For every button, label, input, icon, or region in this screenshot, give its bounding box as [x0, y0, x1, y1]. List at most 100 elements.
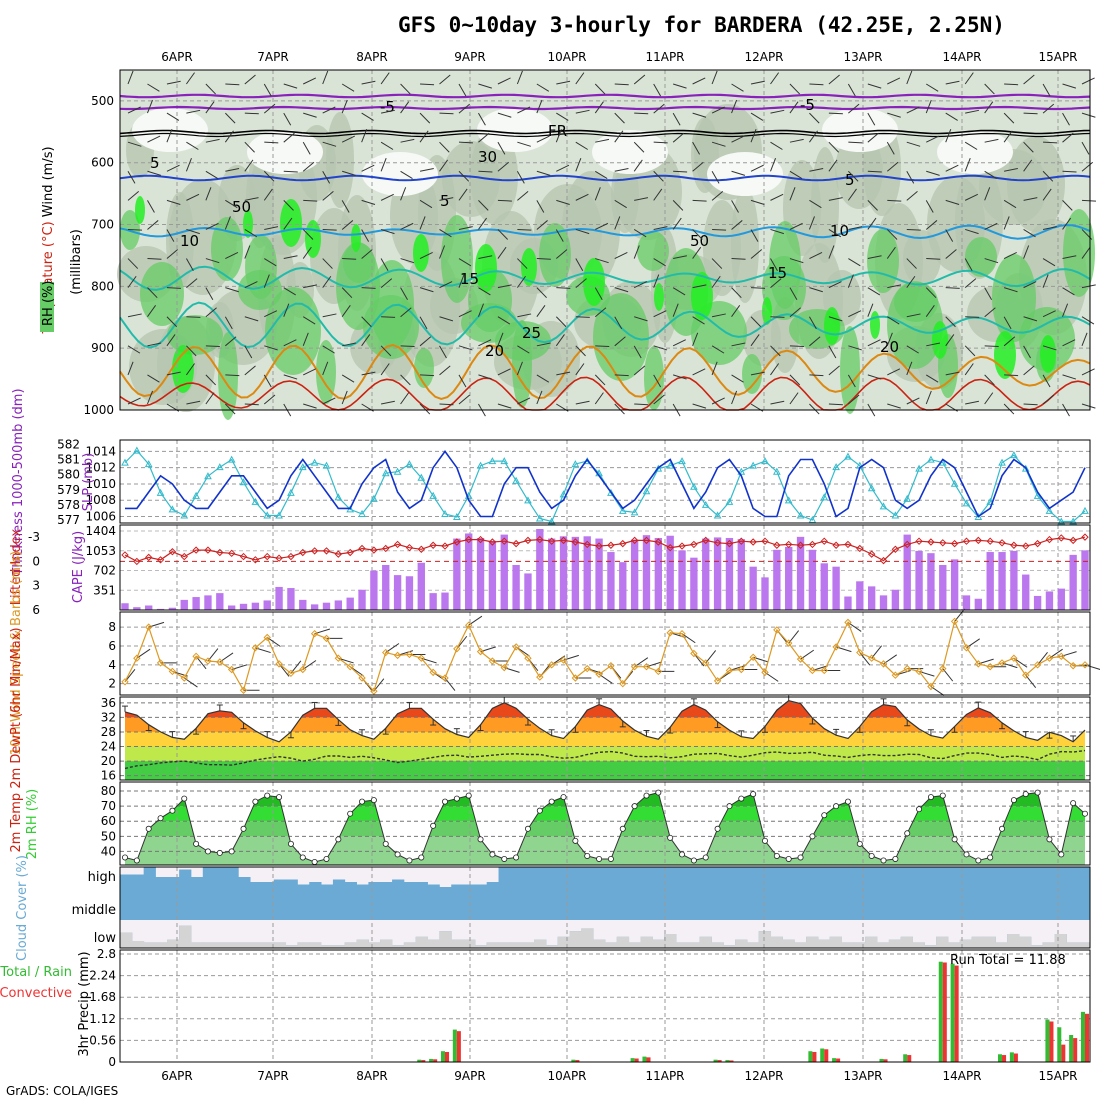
- cloud-high-bar: [723, 867, 736, 892]
- wind-barb: [942, 668, 954, 682]
- top-date-label: 10APR: [547, 50, 586, 64]
- cloud-high-bar: [463, 884, 476, 892]
- wind-barb: [361, 80, 376, 85]
- cloud-middle-bar: [877, 892, 890, 920]
- wind-speed-marker: [998, 659, 1006, 667]
- wind-speed-marker: [1081, 661, 1089, 669]
- cape-bar: [702, 538, 710, 610]
- wind-barb: [478, 339, 492, 347]
- wind-barb: [965, 400, 980, 405]
- precip-tick-label: 0.56: [89, 1033, 116, 1047]
- li-marker: [879, 556, 888, 565]
- cloud-low-grey-bar: [723, 945, 736, 948]
- precip-total-bar: [1069, 1035, 1074, 1062]
- wind-barb: [595, 138, 610, 143]
- precip-convective-bar: [1061, 1044, 1066, 1062]
- li-marker: [322, 547, 331, 555]
- thickness-marker: [618, 506, 627, 514]
- contour-label: 50: [690, 232, 709, 250]
- wind-barb: [575, 345, 586, 357]
- wind-barb: [458, 83, 467, 97]
- bottom-date-label: 10APR: [547, 1069, 586, 1083]
- cloud-middle-bar: [628, 892, 641, 920]
- cape-bar: [299, 599, 307, 610]
- wind-speed-marker: [595, 670, 603, 678]
- cloud-middle-bar: [1019, 892, 1032, 920]
- isotherm-line: [119, 129, 1091, 135]
- cloud-low-grey-bar: [167, 939, 180, 948]
- wind-barb: [945, 199, 960, 205]
- wind-barb: [1042, 374, 1051, 388]
- cape-bar: [879, 595, 888, 610]
- thickness-marker: [903, 494, 912, 502]
- cape-bar: [642, 535, 651, 610]
- cloud-middle-bar: [948, 892, 961, 920]
- thickness-marker: [263, 511, 272, 519]
- wind-barb: [614, 252, 628, 259]
- cloud-middle-bar: [356, 892, 369, 920]
- wind-barb: [1042, 188, 1052, 201]
- wind-speed-marker: [156, 659, 165, 667]
- rh-region-green: [887, 281, 943, 369]
- cape-bar: [820, 563, 828, 610]
- thickness-marker: [298, 463, 307, 471]
- wind-barb: [1043, 141, 1058, 144]
- cloud-low-grey-bar: [806, 936, 819, 948]
- cloud-high-bar: [616, 867, 630, 892]
- cape-bar: [346, 597, 354, 610]
- precip-convective-bar: [445, 1051, 450, 1062]
- li-marker: [536, 535, 544, 544]
- cloud-high-bar: [380, 882, 393, 892]
- wind-barb: [361, 249, 373, 259]
- rh-region-green: [867, 229, 899, 293]
- wind-barb: [224, 112, 236, 124]
- cloud-low-grey-bar: [581, 928, 594, 948]
- wind-barb: [711, 258, 723, 269]
- wind-barb: [166, 80, 181, 85]
- rh-marker: [536, 807, 543, 814]
- cloud-middle-bar: [770, 892, 783, 920]
- wind-barb: [283, 303, 290, 317]
- thickness-marker: [500, 457, 509, 465]
- wind-barb: [595, 345, 610, 348]
- wind-barb: [750, 287, 766, 289]
- rh-region-bright: [994, 331, 1016, 379]
- wind-barb: [517, 258, 528, 269]
- wind-barb: [886, 332, 893, 346]
- wind-barb: [478, 287, 491, 296]
- cape-bar: [903, 534, 911, 610]
- wind-barb: [127, 345, 141, 354]
- wind-barb: [945, 371, 960, 376]
- rh-marker: [927, 794, 934, 801]
- cloud-high-bar: [959, 867, 973, 892]
- precip-tick-label: 1.12: [89, 1012, 116, 1026]
- li-marker: [867, 550, 876, 558]
- wind-barb: [906, 397, 920, 405]
- cloud-middle-bar: [557, 892, 570, 920]
- cloud-low-grey-bar: [640, 936, 653, 948]
- cloud-high-bar: [711, 867, 724, 892]
- wind-barb: [808, 216, 815, 230]
- wind-barb: [614, 112, 625, 124]
- wind-barb: [1062, 83, 1077, 89]
- wind-barb: [887, 284, 902, 289]
- bottom-date-label: 12APR: [744, 1069, 783, 1083]
- wind-barb: [965, 228, 979, 235]
- thickness-marker: [287, 488, 295, 496]
- wind-barb: [419, 252, 433, 259]
- wind-barb: [263, 374, 272, 388]
- cloud-middle-bar: [1078, 892, 1091, 920]
- cape-bar: [962, 595, 971, 610]
- wind-barb: [458, 226, 473, 230]
- thickness-marker: [334, 493, 343, 501]
- wind-speed-marker: [796, 655, 805, 663]
- cape-bar: [678, 550, 686, 610]
- thickness-marker: [1010, 451, 1018, 459]
- wind-speed-marker: [1045, 654, 1054, 662]
- wind-barb: [614, 316, 623, 330]
- wind-barb: [205, 287, 214, 301]
- rh-marker: [1022, 791, 1029, 798]
- cloud-low-grey-bar: [522, 942, 535, 948]
- rh-marker: [750, 791, 757, 798]
- rh-marker: [311, 858, 318, 865]
